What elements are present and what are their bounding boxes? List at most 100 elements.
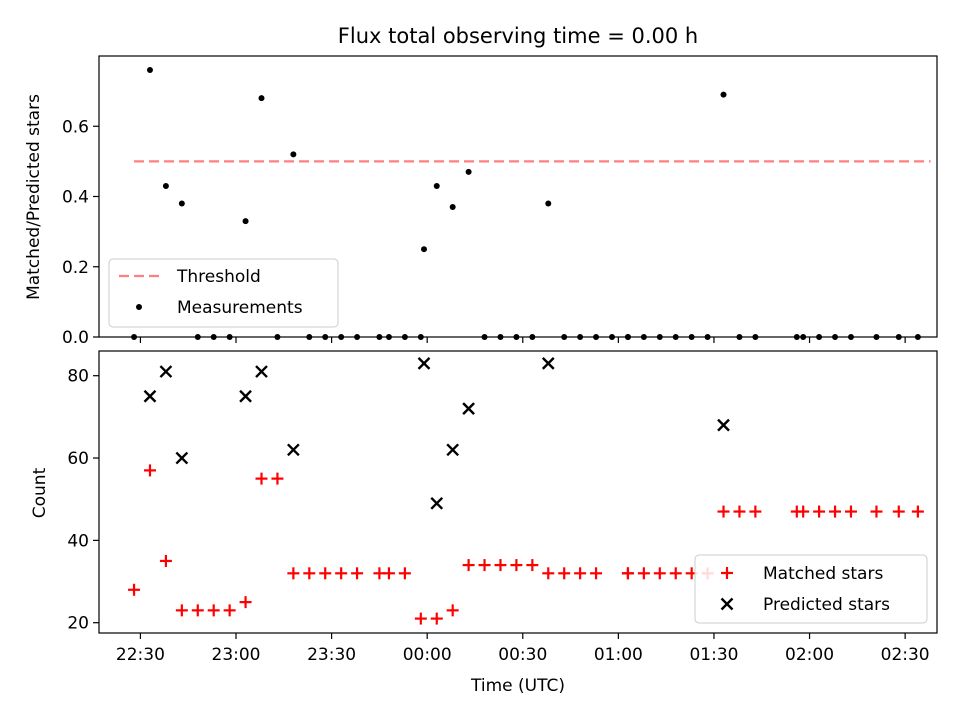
matched-star-point bbox=[159, 554, 172, 567]
measurement-point bbox=[545, 200, 552, 207]
matched-star-point bbox=[892, 505, 905, 518]
matched-star-point bbox=[717, 505, 730, 518]
x-axis-label: Time (UTC) bbox=[470, 676, 565, 696]
bottom-y-tick-label: 20 bbox=[67, 614, 89, 634]
matched-star-point bbox=[574, 567, 587, 580]
matched-star-point bbox=[829, 505, 842, 518]
matched-star-point bbox=[287, 567, 300, 580]
legend-predicted-marker bbox=[720, 597, 734, 611]
matched-star-point bbox=[870, 505, 883, 518]
predicted-star-point bbox=[159, 365, 173, 378]
predicted-star-point bbox=[462, 402, 475, 415]
measurement-point bbox=[720, 91, 727, 98]
measurement-point bbox=[146, 67, 153, 74]
matched-star-point bbox=[669, 567, 682, 580]
matched-star-point bbox=[207, 604, 220, 617]
bottom-panel: 20 40 60 80 22:30 23:00 23:30 00:00 00:30 01:00 0… bbox=[30, 350, 938, 696]
predicted-star-point bbox=[417, 357, 431, 370]
predicted-star-point bbox=[287, 443, 300, 457]
x-tick-label: 00:00 bbox=[403, 645, 452, 665]
matched-star-point bbox=[542, 567, 555, 580]
matched-star-point bbox=[351, 567, 364, 580]
top-legend: Threshold Measurements bbox=[108, 258, 339, 328]
matched-star-point bbox=[637, 567, 650, 580]
bottom-y-tick-label: 80 bbox=[67, 367, 89, 387]
legend-measurements-label: Measurements bbox=[177, 298, 303, 318]
legend-matched-swatch bbox=[721, 567, 733, 579]
x-tick-label: 22:30 bbox=[116, 645, 165, 665]
measurement-point bbox=[258, 95, 265, 102]
matched-star-point bbox=[653, 567, 666, 580]
predicted-star-point bbox=[717, 418, 730, 432]
matched-star-point bbox=[271, 472, 284, 485]
matched-star-point bbox=[191, 604, 204, 617]
matched-star-point bbox=[558, 567, 571, 580]
matched-star-point bbox=[462, 559, 475, 572]
top-legend-box bbox=[108, 258, 339, 328]
matched-star-point bbox=[813, 505, 826, 518]
top-y-tick-label: 0.2 bbox=[62, 258, 89, 278]
measurement-point bbox=[421, 246, 428, 253]
x-tick-label: 23:30 bbox=[307, 645, 356, 665]
matched-star-point bbox=[446, 604, 459, 617]
x-tick-label: 00:30 bbox=[498, 645, 547, 665]
top-y-tick-label: 0.6 bbox=[62, 117, 89, 137]
top-y-tick-label: 0.0 bbox=[62, 328, 89, 348]
predicted-star-point bbox=[430, 496, 444, 510]
matched-star-point bbox=[430, 612, 443, 625]
matched-star-point bbox=[239, 596, 252, 609]
matched-star-point bbox=[590, 567, 603, 580]
bottom-legend: Matched stars Predicted stars bbox=[694, 554, 928, 624]
matched-star-point bbox=[128, 583, 141, 596]
measurement-point bbox=[449, 204, 456, 211]
matched-star-point bbox=[911, 505, 924, 518]
measurement-point bbox=[290, 151, 297, 158]
matched-star-point bbox=[797, 505, 810, 518]
bottom-y-axis-label: Count bbox=[30, 467, 50, 518]
bottom-legend-box bbox=[694, 554, 928, 624]
matched-star-point bbox=[844, 505, 857, 518]
predicted-star-point bbox=[255, 365, 268, 378]
legend-matched-marker bbox=[721, 567, 733, 579]
measurement-point bbox=[433, 182, 440, 189]
x-tick-label: 02:30 bbox=[881, 645, 930, 665]
bottom-plot-frame bbox=[98, 350, 938, 634]
matched-star-point bbox=[414, 612, 427, 625]
matched-star-point bbox=[143, 464, 156, 477]
matched-star-point bbox=[255, 472, 268, 485]
measurement-point bbox=[242, 218, 249, 225]
predicted-star-point bbox=[175, 451, 189, 465]
measurement-point bbox=[465, 168, 472, 175]
matched-star-point bbox=[398, 567, 411, 580]
x-tick-label: 01:30 bbox=[689, 645, 738, 665]
x-tick-label: 23:00 bbox=[212, 645, 261, 665]
top-y-axis-label: Matched/Predicted stars bbox=[24, 94, 44, 300]
chart-title: Flux total observing time = 0.00 h bbox=[338, 24, 698, 48]
predicted-star-point bbox=[239, 389, 252, 403]
bottom-y-tick-label: 60 bbox=[67, 449, 89, 469]
matched-star-point bbox=[733, 505, 746, 518]
predicted-star-point bbox=[541, 357, 555, 370]
matched-star-point bbox=[494, 559, 507, 572]
top-y-tick-label: 0.4 bbox=[62, 188, 89, 208]
x-tick-label: 02:00 bbox=[785, 645, 834, 665]
matched-star-point bbox=[319, 567, 332, 580]
legend-measurements-swatch bbox=[136, 304, 142, 310]
matched-star-point bbox=[303, 567, 316, 580]
matched-star-point bbox=[749, 505, 762, 518]
matched-star-point bbox=[175, 604, 188, 617]
matched-star-point bbox=[478, 559, 491, 572]
predicted-star-point bbox=[143, 389, 157, 403]
measurement-point bbox=[162, 182, 169, 189]
matched-star-point bbox=[510, 559, 523, 572]
matched-star-point bbox=[382, 567, 395, 580]
predicted-star-point bbox=[446, 443, 460, 457]
matched-star-point bbox=[621, 567, 634, 580]
bottom-y-tick-label: 40 bbox=[67, 531, 89, 551]
legend-predicted-swatch bbox=[720, 597, 734, 611]
matched-star-point bbox=[335, 567, 348, 580]
x-tick-label: 01:00 bbox=[594, 645, 643, 665]
legend-predicted-label: Predicted stars bbox=[763, 595, 890, 615]
matched-star-point bbox=[526, 559, 539, 572]
